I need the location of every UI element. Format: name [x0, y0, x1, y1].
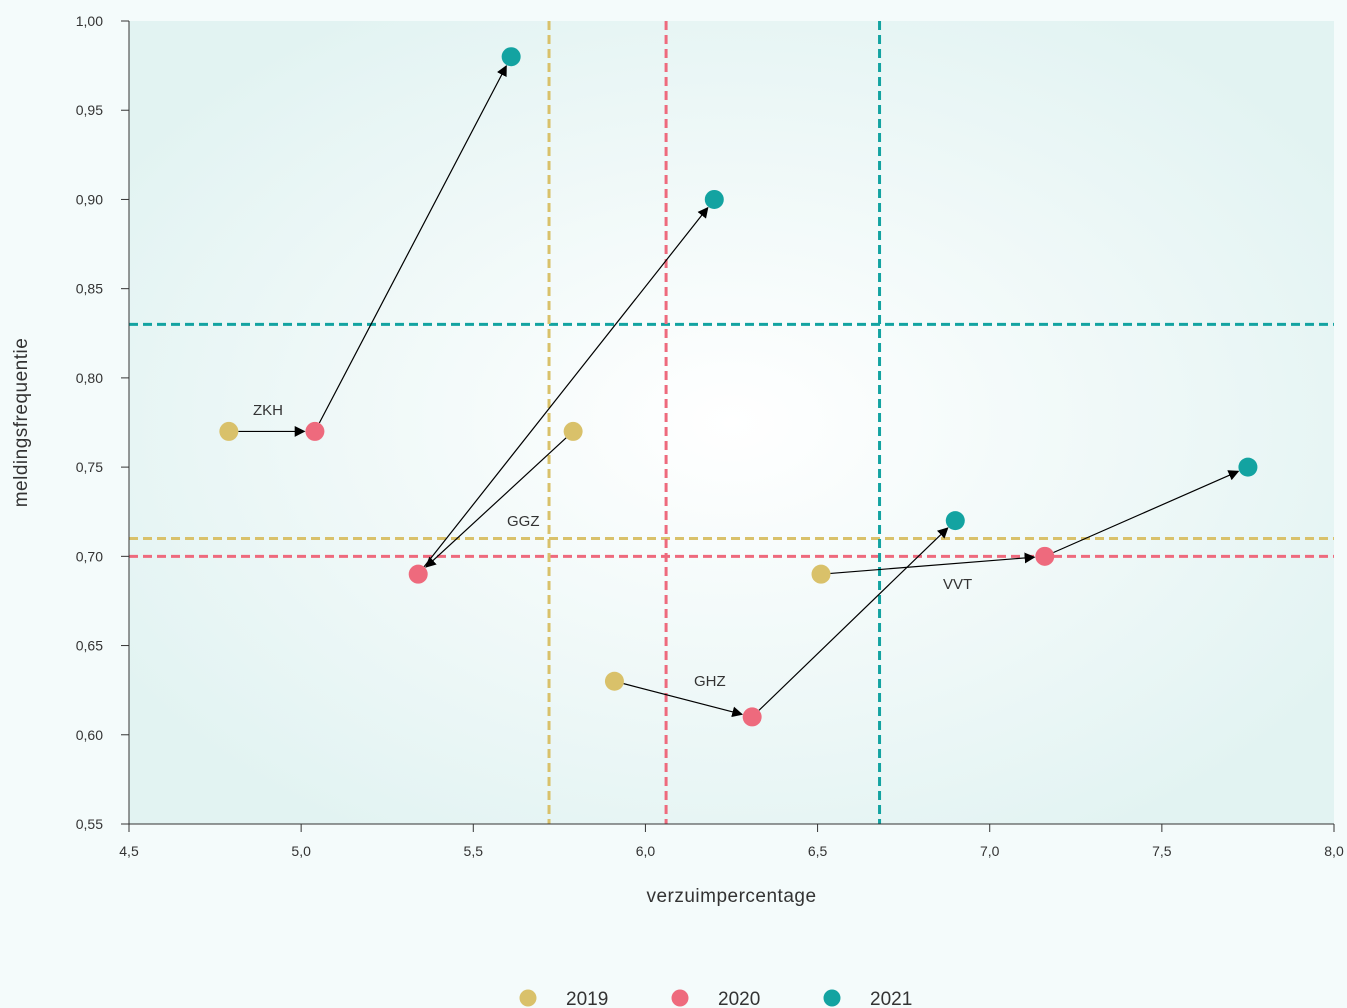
sector-arrows: [238, 65, 1240, 718]
point-vvt-2020: [1035, 546, 1055, 566]
y-tick-label: 0,80: [76, 370, 103, 386]
sector-labels: ZKH GGZ GHZ VVT: [253, 402, 972, 690]
legend-label-2019: 2019: [566, 989, 608, 1008]
y-tick-label: 0,90: [76, 191, 103, 207]
legend-label-2020: 2020: [718, 989, 760, 1008]
sector-label-ghz: GHZ: [694, 673, 726, 690]
y-tick-label: 0,70: [76, 548, 103, 564]
axes: 0,55 0,60 0,65 0,70 0,75 0,80 0,85 0,90 0,95 1,00…: [11, 13, 1344, 907]
legend-marker-2019: [519, 989, 537, 1007]
arrow-ggz: [425, 437, 567, 568]
legend-marker-2020: [671, 989, 689, 1007]
legend: 2019 2020 2021: [519, 989, 912, 1008]
point-ggz-2020: [408, 564, 428, 584]
y-axis-title: meldingsfrequentie: [11, 338, 32, 508]
x-tick-label: 7,5: [1152, 843, 1172, 859]
sector-label-vvt: VVT: [943, 576, 972, 593]
x-axis-title: verzuimpercentage: [646, 886, 816, 907]
y-tick-label: 0,75: [76, 459, 103, 475]
y-tick-label: 1,00: [76, 13, 103, 29]
point-vvt-2019: [811, 564, 831, 584]
point-zkh-2021: [501, 47, 521, 67]
x-tick-label: 6,0: [636, 843, 656, 859]
data-points: [219, 47, 1258, 727]
sector-label-ggz: GGZ: [507, 513, 540, 530]
point-ggz-2021: [704, 189, 724, 209]
arrow-vvt: [1053, 470, 1240, 554]
y-tick-label: 0,95: [76, 102, 103, 118]
point-ghz-2020: [742, 707, 762, 727]
x-tick-label: 7,0: [980, 843, 1000, 859]
x-tick-label: 8,0: [1324, 843, 1344, 859]
point-ghz-2019: [604, 671, 624, 691]
y-tick-label: 0,60: [76, 727, 103, 743]
reference-lines: [129, 21, 1334, 824]
arrow-vvt: [830, 552, 1036, 575]
y-tick-label: 0,85: [76, 281, 103, 297]
x-tick-label: 6,5: [808, 843, 828, 859]
legend-label-2021: 2021: [870, 989, 912, 1008]
x-tick-label: 4,5: [119, 843, 139, 859]
point-vvt-2021: [1238, 457, 1258, 477]
arrow-zkh: [318, 65, 507, 424]
y-tick-label: 0,55: [76, 816, 103, 832]
plot-background: [129, 21, 1334, 824]
arrow-ghz: [623, 683, 744, 718]
x-tick-label: 5,5: [464, 843, 484, 859]
point-ghz-2021: [945, 511, 965, 531]
point-zkh-2019: [219, 421, 239, 441]
x-tick-label: 5,0: [291, 843, 311, 859]
sector-label-zkh: ZKH: [253, 402, 283, 419]
arrow-ghz: [758, 527, 949, 711]
point-zkh-2020: [305, 421, 325, 441]
arrow-ggz: [423, 206, 709, 568]
legend-marker-2021: [823, 989, 841, 1007]
y-tick-label: 0,65: [76, 638, 103, 654]
point-ggz-2019: [563, 421, 583, 441]
